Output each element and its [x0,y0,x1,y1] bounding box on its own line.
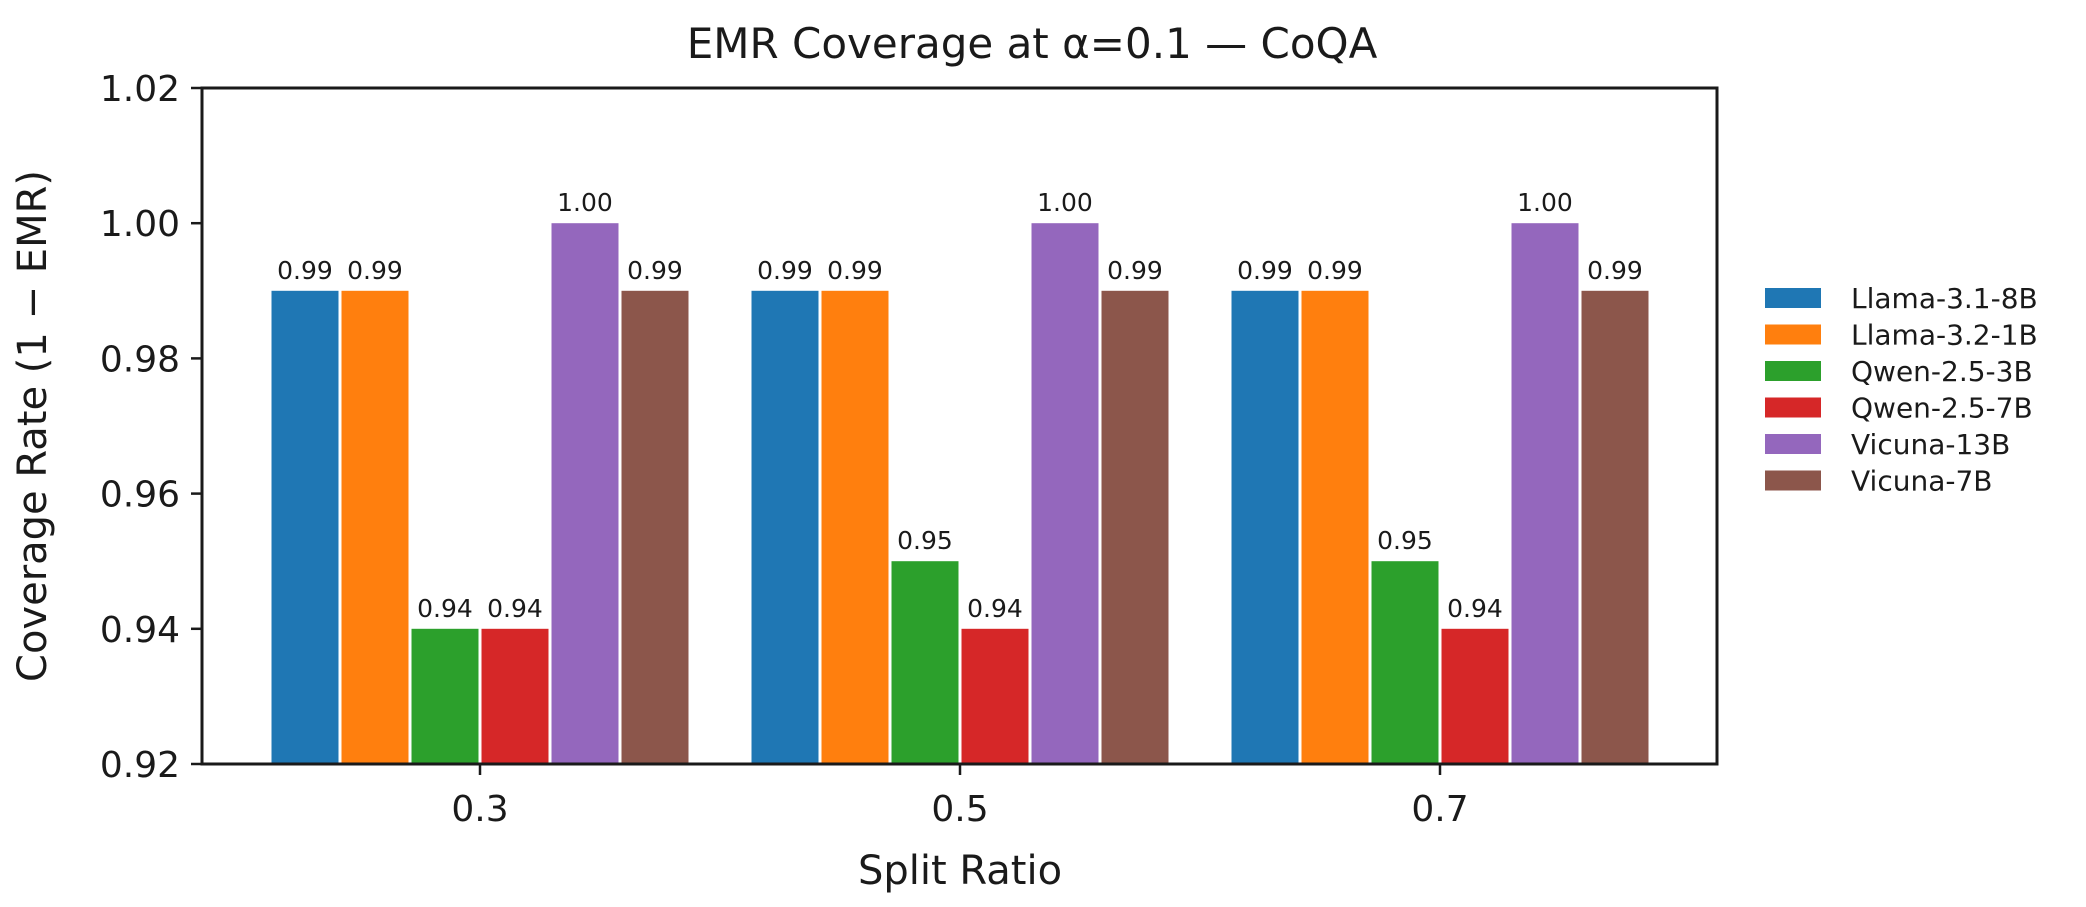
y-tick-label: 0.92 [100,745,180,786]
y-tick-label: 1.02 [100,69,180,110]
x-tick-label: 0.3 [451,789,508,830]
bar-qwen-2.5-7b-0.3 [481,628,549,764]
legend-label-llama-3.1-8b: Llama-3.1-8B [1851,282,2038,315]
legend-swatch-vicuna-7b [1765,470,1821,491]
bar-value-label: 0.94 [487,594,543,623]
bar-qwen-2.5-3b-0.7 [1371,561,1439,764]
legend-label-llama-3.2-1b: Llama-3.2-1B [1851,319,2038,352]
bar-value-label: 0.99 [627,256,683,285]
legend-label-vicuna-7b: Vicuna-7B [1851,465,1993,498]
bar-value-label: 0.94 [967,594,1023,623]
bar-vicuna-13b-0.7 [1511,223,1579,764]
bar-value-label: 0.95 [897,526,953,555]
legend-label-vicuna-13b: Vicuna-13B [1851,428,2010,461]
bar-qwen-2.5-7b-0.7 [1441,628,1509,764]
bar-value-label: 0.95 [1377,526,1433,555]
x-axis-label: Split Ratio [858,848,1062,894]
plot-area: 0.99 0.99 0.99 0.99 0.99 0.99 0.94 0.95 0.95 0.94… [100,69,1719,830]
bar-vicuna-13b-0.5 [1031,223,1099,764]
y-tick-label: 1.00 [100,204,180,245]
bar-qwen-2.5-3b-0.3 [411,628,479,764]
bar-vicuna-7b-0.7 [1581,290,1649,764]
bar-value-label: 1.00 [557,188,613,217]
legend-swatch-llama-3.1-8b [1765,288,1821,308]
y-axis-label: Coverage Rate (1 − EMR) [10,170,56,682]
bar-value-label: 1.00 [1037,188,1093,217]
bar-qwen-2.5-3b-0.5 [891,561,959,764]
x-tick-label: 0.5 [931,789,988,830]
bar-llama-3.2-1b-0.3 [341,290,409,764]
y-tick-label: 0.94 [100,610,180,651]
bar-value-label: 0.99 [1107,256,1163,285]
x-tick-label: 0.7 [1411,789,1468,830]
bar-llama-3.1-8b-0.7 [1231,290,1299,764]
bar-vicuna-7b-0.5 [1101,290,1169,764]
legend-swatch-qwen-2.5-3b [1765,361,1821,381]
bar-qwen-2.5-7b-0.5 [961,628,1029,764]
bar-value-label: 0.99 [1307,256,1363,285]
bar-value-label: 0.94 [1447,594,1503,623]
bar-value-label: 0.94 [417,594,473,623]
y-tick-label: 0.96 [100,475,180,516]
bar-llama-3.2-1b-0.5 [821,290,889,764]
legend-swatch-vicuna-13b [1765,434,1821,454]
bar-value-label: 0.99 [757,256,813,285]
bar-value-label: 0.99 [1587,256,1643,285]
chart-title: EMR Coverage at α=0.1 — CoQA [687,19,1378,68]
bar-llama-3.2-1b-0.7 [1301,290,1369,764]
bar-llama-3.1-8b-0.3 [271,290,339,764]
bar-value-label: 0.99 [347,256,403,285]
bar-value-label: 0.99 [277,256,333,285]
bar-value-label: 1.00 [1517,188,1573,217]
legend-label-qwen-2.5-3b: Qwen-2.5-3B [1851,355,2033,388]
legend-swatch-llama-3.2-1b [1765,324,1821,345]
bar-llama-3.1-8b-0.5 [751,290,819,764]
y-tick-label: 0.98 [100,339,180,380]
legend-swatch-qwen-2.5-7b [1765,397,1821,418]
bar-value-label: 0.99 [1237,256,1293,285]
bar-value-label: 0.99 [827,256,883,285]
bar-vicuna-13b-0.3 [551,223,619,764]
legend-label-qwen-2.5-7b: Qwen-2.5-7B [1851,392,2033,425]
bar-vicuna-7b-0.3 [621,290,689,764]
